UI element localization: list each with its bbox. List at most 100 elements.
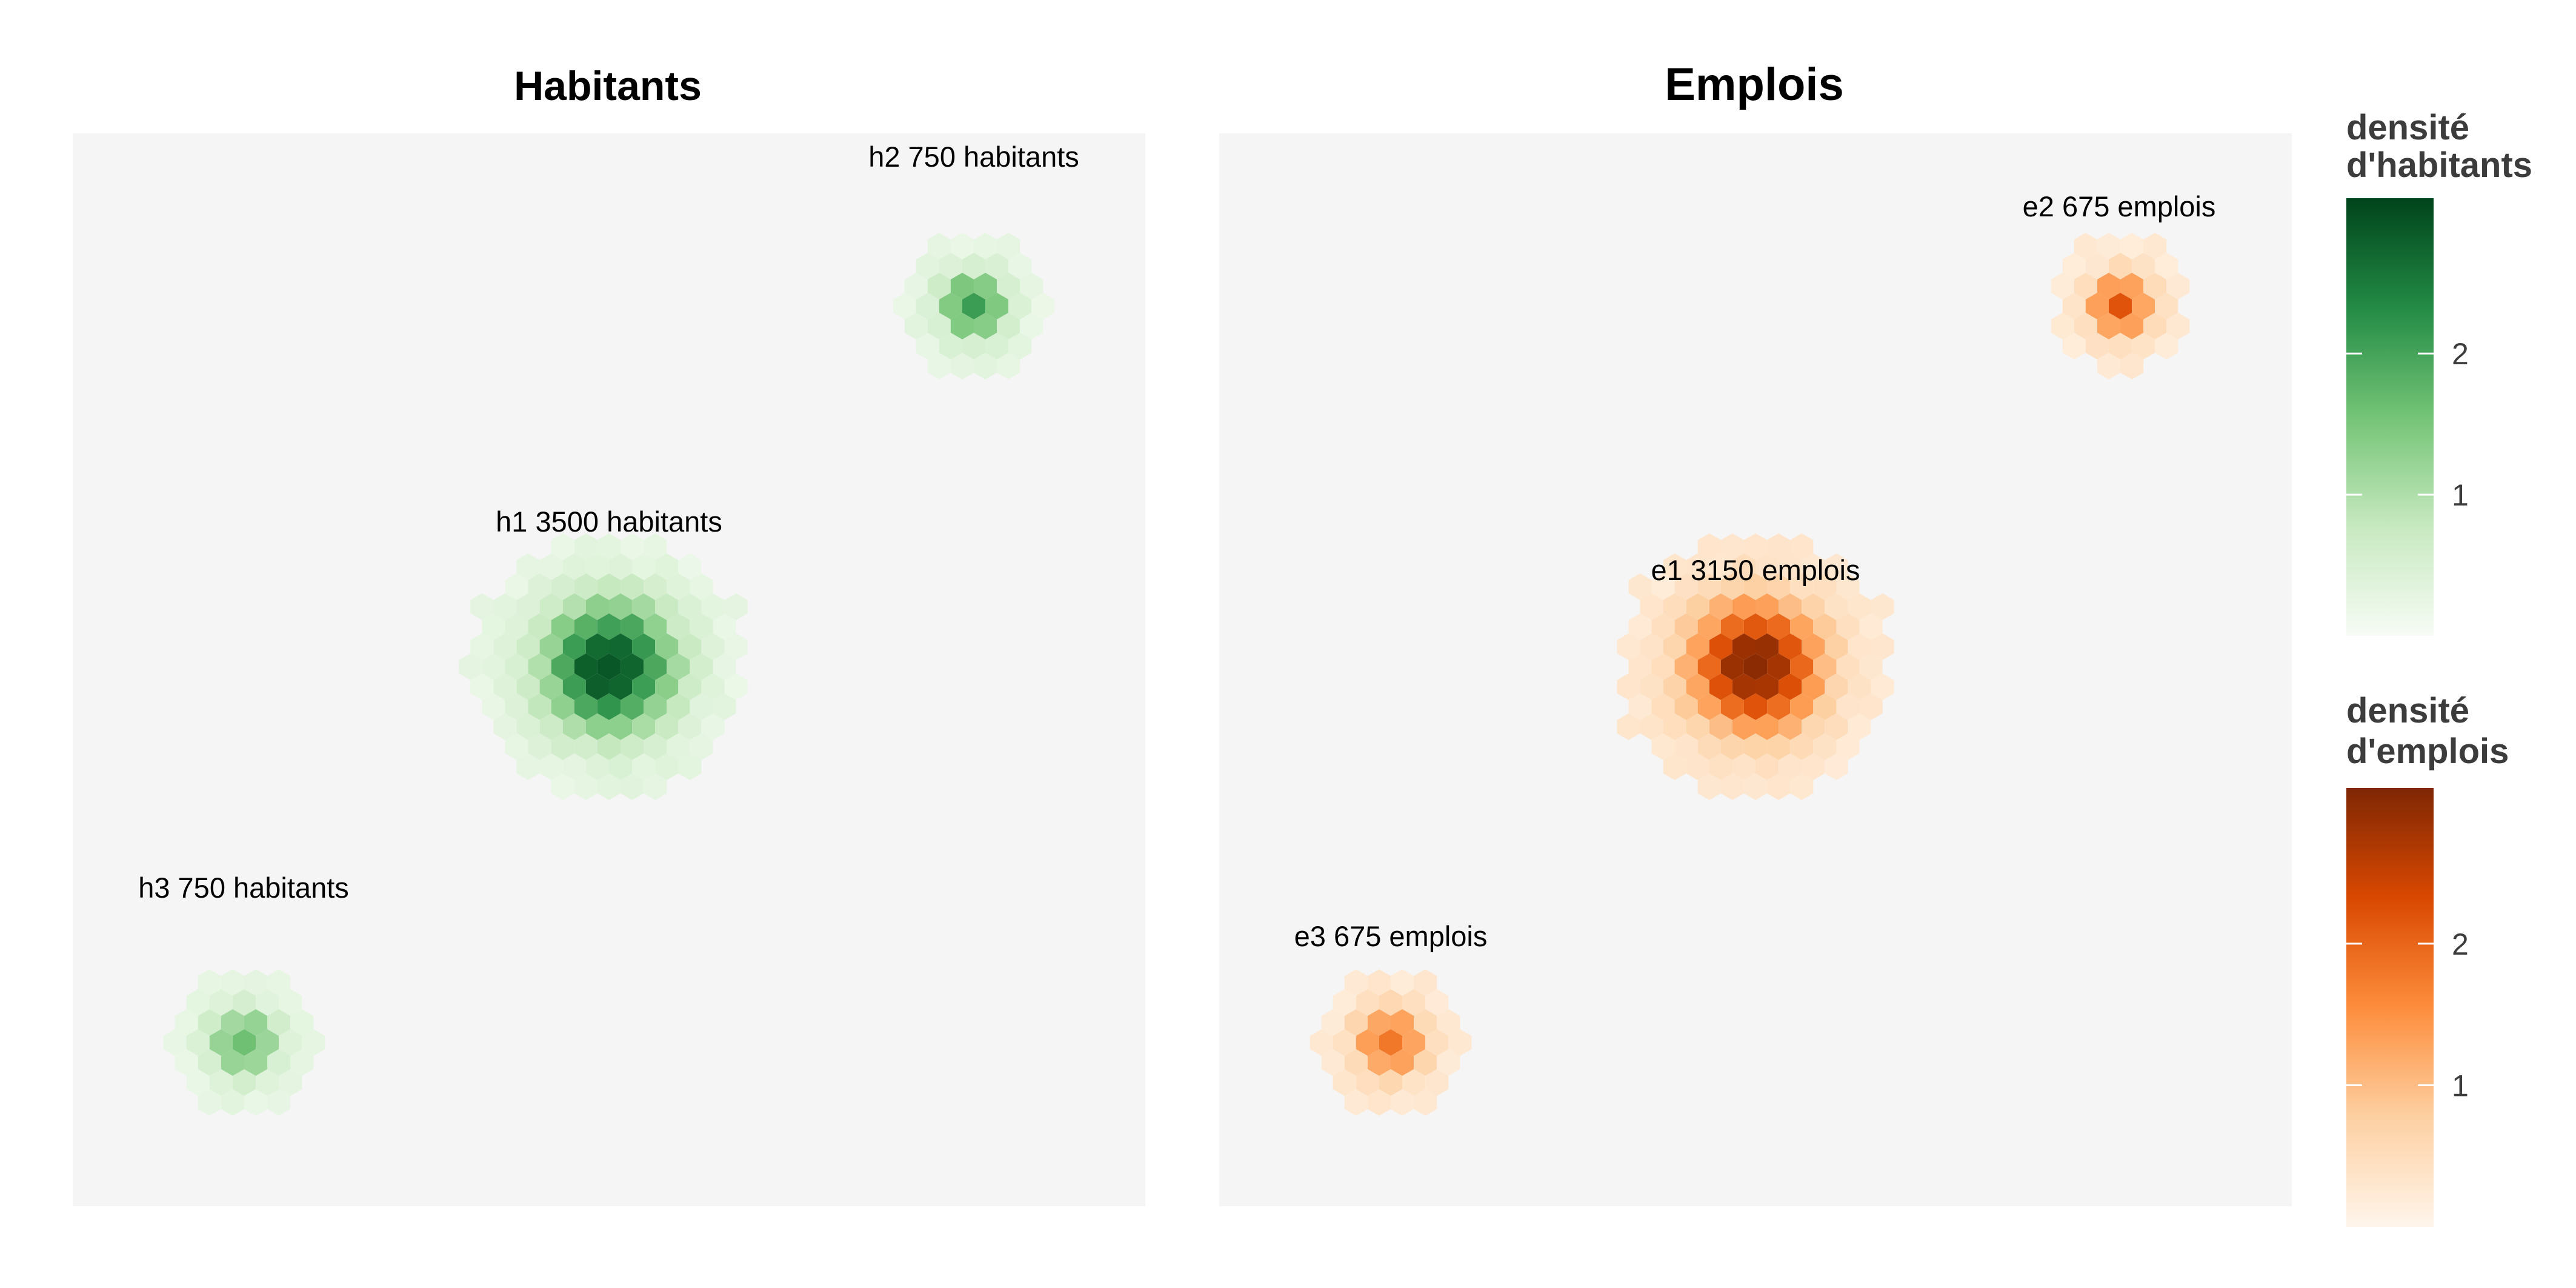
hex-cell-h2 bbox=[974, 273, 997, 299]
hex-cell-h1 bbox=[644, 773, 667, 800]
hex-cell-e3 bbox=[1437, 1049, 1460, 1076]
hex-cell-h1 bbox=[667, 733, 690, 760]
hex-cell-e2 bbox=[2155, 293, 2178, 319]
hex-cell-h1 bbox=[644, 733, 667, 760]
hex-cell-h3 bbox=[175, 1049, 198, 1076]
hex-cell-e1 bbox=[1756, 633, 1779, 660]
hex-cell-h3 bbox=[267, 969, 291, 996]
hex-cell-h3 bbox=[232, 1029, 256, 1056]
hex-cell-e3 bbox=[1425, 989, 1449, 1016]
hex-cell-e1 bbox=[1802, 553, 1825, 580]
hex-cell-h2 bbox=[916, 333, 939, 359]
hex-cell-e1 bbox=[1697, 613, 1721, 640]
hex-cell-h1 bbox=[539, 633, 563, 660]
hex-cell-e1 bbox=[1756, 593, 1779, 620]
hex-cell-e1 bbox=[1813, 613, 1837, 640]
hex-cell-e2 bbox=[2085, 333, 2109, 359]
hex-cell-h1 bbox=[493, 673, 517, 700]
hex-cell-e1 bbox=[1628, 573, 1652, 600]
hex-cell-h1 bbox=[690, 573, 713, 600]
hex-cell-e1 bbox=[1813, 573, 1837, 600]
hex-cell-h1 bbox=[632, 673, 656, 700]
hex-cell-e3 bbox=[1367, 1089, 1391, 1116]
hex-cell-h1 bbox=[701, 713, 725, 740]
hex-cell-e1 bbox=[1732, 753, 1756, 780]
hex-cell-e1 bbox=[1790, 613, 1814, 640]
hex-cell-h1 bbox=[678, 673, 702, 700]
hex-cell-h1 bbox=[562, 553, 586, 580]
hex-cell-e1 bbox=[1674, 573, 1698, 600]
hex-cell-h1 bbox=[690, 693, 713, 720]
hex-cell-h2 bbox=[974, 233, 997, 259]
hex-cell-h1 bbox=[621, 733, 644, 760]
hex-cell-e1 bbox=[1802, 593, 1825, 620]
hex-cell-h1 bbox=[585, 633, 609, 660]
hex-cell-e1 bbox=[1663, 553, 1686, 580]
hex-cell-e1 bbox=[1848, 633, 1871, 660]
hex-cell-e1 bbox=[1640, 713, 1663, 740]
hex-cell-h1 bbox=[701, 633, 725, 660]
hex-cell-e2 bbox=[2132, 293, 2155, 319]
hex-cell-h1 bbox=[528, 733, 551, 760]
hex-cell-h1 bbox=[655, 553, 679, 580]
hex-cell-h2 bbox=[1008, 333, 1032, 359]
hex-cell-h1 bbox=[644, 533, 667, 560]
hex-cell-h1 bbox=[701, 673, 725, 700]
hex-cell-h1 bbox=[609, 753, 633, 780]
hex-cell-e1 bbox=[1686, 713, 1709, 740]
hex-cell-e1 bbox=[1743, 613, 1768, 640]
hex-cell-e1 bbox=[1871, 633, 1894, 660]
hex-layer bbox=[1310, 233, 2190, 1116]
hex-cell-h1 bbox=[562, 713, 586, 740]
hex-cell-h1 bbox=[655, 633, 679, 660]
hex-cell-h2 bbox=[916, 253, 939, 279]
hex-cell-h3 bbox=[221, 1009, 244, 1036]
hex-cell-e1 bbox=[1848, 713, 1871, 740]
hex-cell-e1 bbox=[1663, 673, 1686, 700]
hex-cell-e3 bbox=[1414, 1009, 1437, 1036]
hex-cell-e1 bbox=[1802, 633, 1825, 660]
hex-cell-h1 bbox=[621, 693, 644, 720]
hex-cell-e1 bbox=[1640, 593, 1663, 620]
hex-cell-e3 bbox=[1333, 1069, 1356, 1096]
hex-cell-e1 bbox=[1871, 593, 1894, 620]
hex-cell-e1 bbox=[1720, 653, 1744, 680]
hex-cell-h1 bbox=[667, 693, 690, 720]
hex-cell-h1 bbox=[713, 653, 736, 680]
legend-title-line1: densité bbox=[2346, 108, 2469, 147]
hex-cell-h1 bbox=[585, 553, 609, 580]
hex-cell-e2 bbox=[2120, 353, 2144, 379]
hex-cell-e2 bbox=[2108, 253, 2132, 279]
hex-cell-h3 bbox=[244, 969, 268, 996]
hex-cell-e1 bbox=[1743, 653, 1768, 680]
hex-cell-e1 bbox=[1709, 553, 1732, 580]
hex-cell-e3 bbox=[1344, 969, 1368, 996]
hex-cell-e2 bbox=[2062, 333, 2086, 359]
hex-cell-e1 bbox=[1767, 773, 1791, 800]
hex-cell-h1 bbox=[551, 693, 574, 720]
hex-cell-h1 bbox=[562, 753, 586, 780]
hex-cell-h1 bbox=[574, 693, 597, 720]
hex-cell-e2 bbox=[2108, 333, 2132, 359]
hex-cell-h2 bbox=[997, 273, 1020, 299]
hex-cell-e3 bbox=[1391, 969, 1414, 996]
hex-cell-h1 bbox=[562, 673, 586, 700]
hex-cell-e1 bbox=[1674, 733, 1698, 760]
hex-cell-e1 bbox=[1697, 653, 1721, 680]
hex-cell-h3 bbox=[244, 1009, 268, 1036]
hex-cell-h1 bbox=[632, 593, 656, 620]
hex-cell-h1 bbox=[713, 693, 736, 720]
hex-cell-h2 bbox=[927, 313, 951, 339]
hex-cell-e1 bbox=[1720, 773, 1744, 800]
hex-cell-e3 bbox=[1379, 989, 1403, 1016]
hex-cell-h2 bbox=[916, 293, 939, 319]
hex-cell-e3 bbox=[1356, 1029, 1379, 1056]
hex-cell-h1 bbox=[724, 593, 748, 620]
hex-cell-h1 bbox=[516, 713, 540, 740]
hex-cell-e2 bbox=[2074, 313, 2097, 339]
hex-cell-h3 bbox=[232, 1069, 256, 1096]
hex-cell-e1 bbox=[1697, 733, 1721, 760]
hex-cell-h1 bbox=[609, 553, 633, 580]
hex-cell-e1 bbox=[1790, 733, 1814, 760]
hex-cell-e1 bbox=[1756, 713, 1779, 740]
